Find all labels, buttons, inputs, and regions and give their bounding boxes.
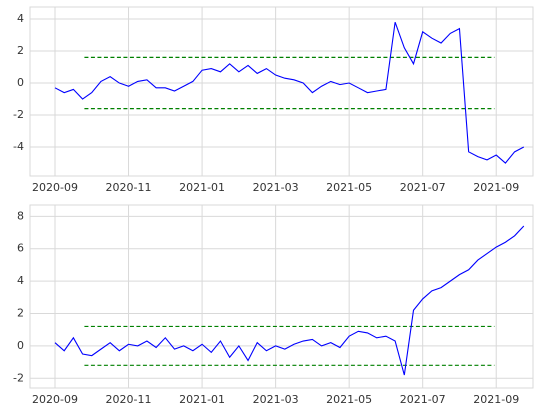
plot-frame xyxy=(29,204,534,389)
x-tick-label: 2021-05 xyxy=(326,181,372,194)
x-tick-label: 2020-09 xyxy=(32,393,78,405)
x-tick-label: 2020-11 xyxy=(106,181,152,194)
y-tick-label: 0 xyxy=(17,76,24,89)
y-tick-label: 8 xyxy=(17,209,24,222)
y-tick-label: 6 xyxy=(17,242,24,255)
data-line xyxy=(54,225,525,376)
x-tick-label: 2021-07 xyxy=(400,181,446,194)
x-tick-label: 2021-05 xyxy=(326,393,372,405)
x-tick-label: 2021-09 xyxy=(473,181,519,194)
x-tick-label: 2021-09 xyxy=(473,393,519,405)
x-tick-label: 2020-11 xyxy=(106,393,152,405)
x-tick-label: 2021-03 xyxy=(253,181,299,194)
x-tick-label: 2021-03 xyxy=(253,393,299,405)
data-line xyxy=(54,22,525,164)
x-tick-label: 2020-09 xyxy=(32,181,78,194)
plot-frame xyxy=(29,6,534,177)
x-tick-label: 2021-01 xyxy=(179,393,225,405)
y-tick-label: 0 xyxy=(17,339,24,352)
x-tick-label: 2021-01 xyxy=(179,181,225,194)
y-tick-label: -4 xyxy=(13,140,24,153)
y-tick-label: 4 xyxy=(17,12,24,25)
y-tick-label: 2 xyxy=(17,44,24,57)
y-tick-label: 2 xyxy=(17,307,24,320)
x-tick-label: 2021-07 xyxy=(400,393,446,405)
y-tick-label: 4 xyxy=(17,274,24,287)
y-tick-label: -2 xyxy=(13,108,24,121)
y-tick-label: -2 xyxy=(13,371,24,384)
